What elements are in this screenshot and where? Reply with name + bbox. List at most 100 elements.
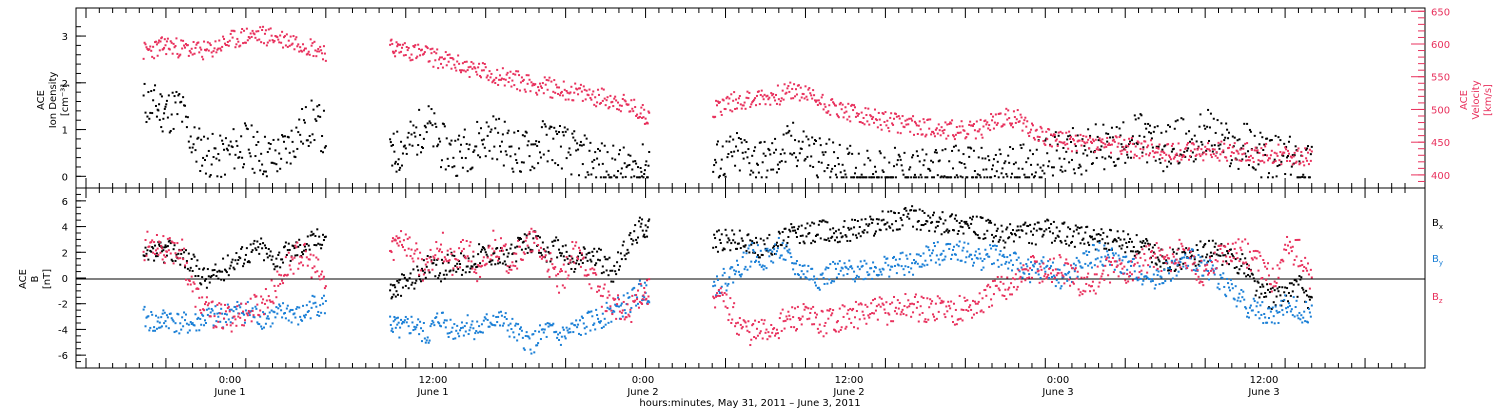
bx-point bbox=[901, 224, 904, 227]
velocity-point bbox=[301, 50, 304, 53]
by-point bbox=[450, 330, 453, 333]
density-point bbox=[610, 176, 613, 179]
density-point bbox=[767, 147, 770, 150]
density-point bbox=[563, 126, 566, 129]
velocity-point bbox=[304, 47, 307, 50]
by-point bbox=[159, 326, 162, 329]
velocity-point bbox=[529, 90, 532, 93]
bx-point bbox=[842, 225, 845, 228]
density-point bbox=[794, 139, 797, 142]
field-tick-label: 2 bbox=[62, 248, 68, 259]
density-point bbox=[938, 159, 941, 162]
by-point bbox=[871, 277, 874, 280]
by-point bbox=[1270, 321, 1273, 324]
velocity-point bbox=[795, 93, 798, 96]
bx-point bbox=[302, 253, 305, 256]
density-point bbox=[493, 145, 496, 148]
velocity-point bbox=[391, 50, 394, 53]
velocity-point bbox=[1305, 157, 1308, 160]
velocity-point bbox=[281, 30, 284, 33]
by-point bbox=[912, 259, 915, 262]
by-point bbox=[1021, 276, 1024, 279]
by-point bbox=[778, 256, 781, 259]
bx-point bbox=[585, 253, 588, 256]
by-point bbox=[1205, 269, 1208, 272]
bx-point bbox=[1120, 247, 1123, 250]
bx-point bbox=[254, 247, 257, 250]
velocity-point bbox=[152, 45, 155, 48]
density-point bbox=[578, 144, 581, 147]
by-point bbox=[972, 261, 975, 264]
density-point bbox=[261, 163, 264, 166]
by-point bbox=[521, 336, 524, 339]
velocity-point bbox=[1307, 163, 1310, 166]
by-point bbox=[189, 321, 192, 324]
by-point bbox=[274, 316, 277, 319]
density-point bbox=[460, 143, 463, 146]
by-point bbox=[774, 243, 777, 246]
velocity-point bbox=[1278, 159, 1281, 162]
density-point bbox=[1294, 145, 1297, 148]
velocity-point bbox=[1120, 152, 1123, 155]
by-point bbox=[813, 275, 816, 278]
density-point bbox=[1147, 122, 1150, 125]
bx-point bbox=[855, 236, 858, 239]
density-point bbox=[1003, 162, 1006, 165]
density-point bbox=[318, 104, 321, 107]
density-point bbox=[550, 125, 553, 128]
by-point bbox=[204, 322, 207, 325]
velocity-point bbox=[229, 32, 232, 35]
bx-point bbox=[562, 255, 565, 258]
density-point bbox=[843, 169, 846, 172]
density-point bbox=[1135, 142, 1138, 145]
density-point bbox=[769, 153, 772, 156]
by-point bbox=[211, 309, 214, 312]
bx-point bbox=[1013, 232, 1016, 235]
density-point bbox=[464, 157, 467, 160]
by-point bbox=[621, 315, 624, 318]
velocity-point bbox=[585, 89, 588, 92]
velocity-point bbox=[297, 43, 300, 46]
density-point bbox=[1102, 123, 1105, 126]
velocity-point bbox=[941, 129, 944, 132]
velocity-point bbox=[1163, 151, 1166, 154]
bx-point bbox=[744, 244, 747, 247]
velocity-point bbox=[474, 67, 477, 70]
bx-point bbox=[479, 262, 482, 265]
by-point bbox=[827, 267, 830, 270]
density-point bbox=[174, 101, 177, 104]
bx-point bbox=[1140, 245, 1143, 248]
velocity-point bbox=[724, 108, 727, 111]
by-point bbox=[179, 322, 182, 325]
by-point bbox=[248, 314, 251, 317]
by-point bbox=[643, 296, 646, 299]
velocity-point bbox=[963, 129, 966, 132]
by-point bbox=[315, 305, 318, 308]
velocity-point bbox=[934, 128, 937, 131]
density-point bbox=[319, 115, 322, 118]
density-point bbox=[540, 126, 543, 129]
bx-point bbox=[433, 259, 436, 262]
density-point bbox=[1258, 143, 1261, 146]
by-point bbox=[809, 278, 812, 281]
density-point bbox=[391, 164, 394, 167]
velocity-point bbox=[807, 88, 810, 91]
by-point bbox=[1075, 256, 1078, 259]
by-point bbox=[1284, 294, 1287, 297]
velocity-point bbox=[1244, 142, 1247, 145]
velocity-point bbox=[925, 133, 928, 136]
velocity-point bbox=[991, 119, 994, 122]
velocity-point bbox=[1173, 156, 1176, 159]
velocity-point bbox=[314, 49, 317, 52]
velocity-point bbox=[873, 121, 876, 124]
density-point bbox=[1225, 122, 1228, 125]
density-point bbox=[819, 144, 822, 147]
bx-point bbox=[584, 256, 587, 259]
density-point bbox=[1019, 144, 1022, 147]
velocity-point bbox=[775, 93, 778, 96]
by-point bbox=[323, 312, 326, 315]
velocity-point bbox=[883, 120, 886, 123]
density-point bbox=[849, 144, 852, 147]
bx-point bbox=[265, 252, 268, 255]
velocity-point bbox=[1016, 109, 1019, 112]
